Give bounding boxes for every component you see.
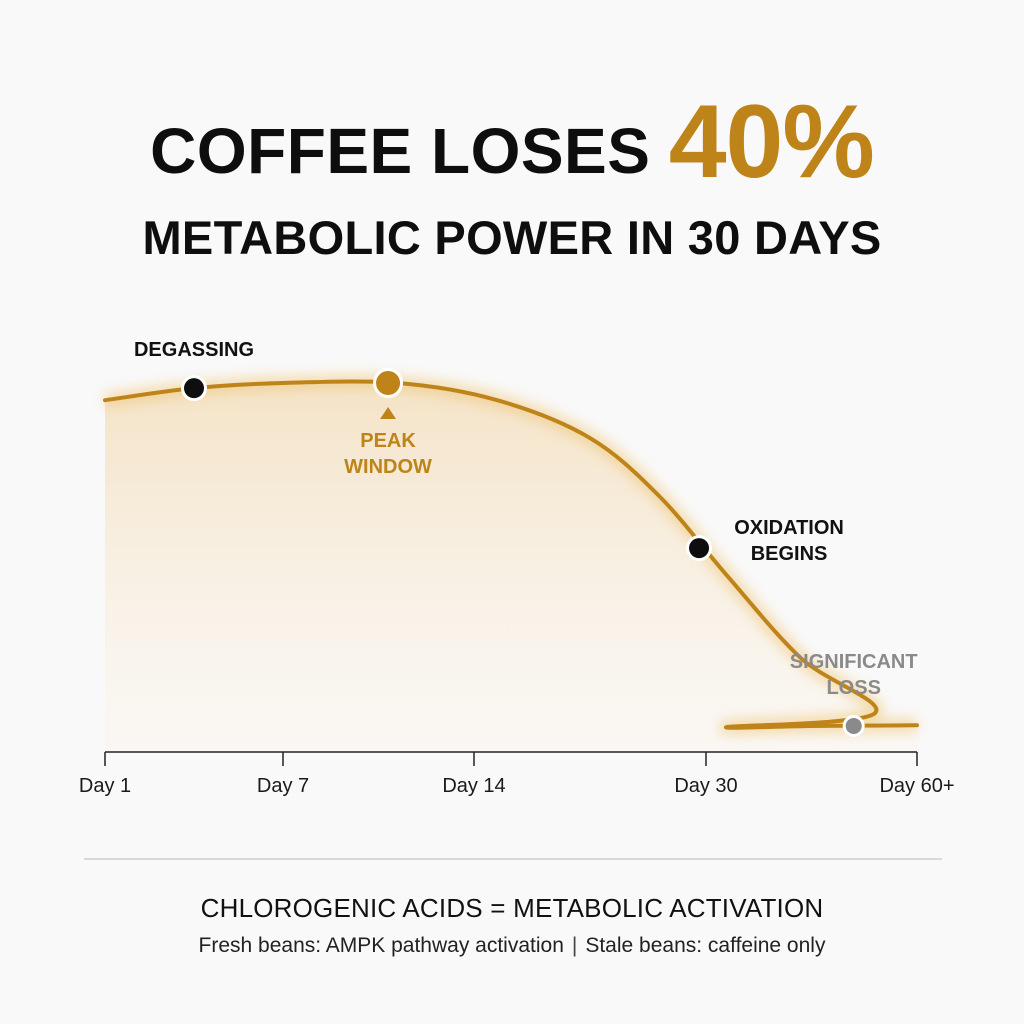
peak-triangle-marker (380, 407, 397, 419)
footer-subtitle-separator: | (571, 934, 578, 957)
headline-line2: METABOLIC POWER IN 30 DAYS (142, 211, 882, 264)
chart: Day 1 Day 7 Day 14 Day 30 Day 60+ DEGASSING P… (79, 339, 955, 797)
x-tick-label: Day 30 (674, 775, 737, 797)
footer-title: CHLOROGENIC ACIDS = METABOLIC ACTIVATION (200, 893, 824, 923)
annotation-label: BEGINS (751, 543, 828, 565)
footer-subtitle-stale: Stale beans: caffeine only (585, 934, 826, 957)
x-tick-label: Day 1 (79, 775, 131, 797)
annotation-point (376, 371, 401, 395)
headline-accent-percent: 40% (668, 84, 875, 200)
annotation-point (689, 538, 710, 559)
annotation-label: PEAK (360, 430, 416, 452)
annotation-label: WINDOW (344, 456, 432, 478)
x-tick-label: Day 14 (442, 775, 505, 797)
annotation-point (845, 717, 862, 734)
chart-area-fill (105, 381, 917, 752)
annotation-point (184, 378, 204, 399)
footer-subtitle-fresh: Fresh beans: AMPK pathway activation (198, 934, 564, 957)
headline-line1: COFFEE LOSES 40% (0, 72, 1024, 221)
x-tick-label: Day 7 (257, 775, 309, 797)
annotation-label: SIGNIFICANT (790, 651, 918, 673)
footer-subtitle: Fresh beans: AMPK pathway activation | Sta… (0, 934, 1024, 958)
headline-prefix: COFFEE LOSES (150, 115, 651, 187)
x-tick-label: Day 60+ (879, 775, 954, 797)
series-line (103, 379, 919, 730)
headline: COFFEE LOSES 40% METABOLIC POWER IN 30 D… (0, 72, 1024, 263)
divider (84, 858, 942, 860)
annotation-label: DEGASSING (134, 339, 254, 361)
annotation-label: LOSS (826, 677, 880, 699)
annotation-label: OXIDATION (734, 517, 844, 539)
